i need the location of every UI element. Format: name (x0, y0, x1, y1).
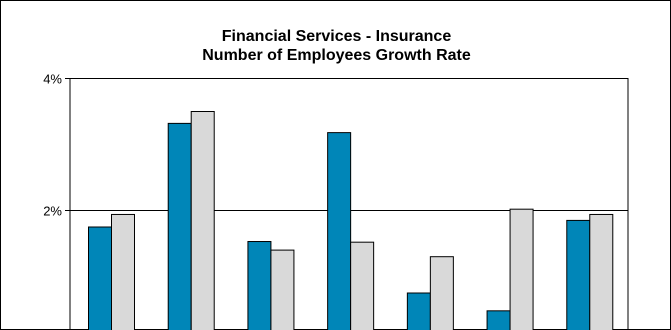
bar-series2-group4 (350, 241, 375, 330)
chart-title-line-1: Financial Services - Insurance (221, 28, 452, 45)
chart-title-line-2: Number of Employees Growth Rate (202, 47, 471, 64)
bar-series1-group3 (247, 241, 272, 330)
bar-series2-group7 (589, 213, 614, 330)
bar-series2-group2 (190, 111, 215, 330)
bar-series1-group1 (88, 226, 112, 330)
y-axis: 4% 2% (43, 72, 629, 330)
bar-series2-group5 (429, 256, 454, 330)
bar-series1-group2 (167, 122, 192, 330)
bar-series2-group1 (111, 213, 135, 330)
y-tick-label: 4% (43, 72, 62, 87)
bar-series1-group6 (486, 310, 511, 330)
bars (88, 111, 614, 330)
bar-series2-group6 (509, 208, 534, 330)
bar-series1-group4 (327, 132, 352, 330)
bar-series1-group7 (566, 219, 591, 330)
y-tick-label: 2% (43, 204, 62, 219)
bar-series1-group5 (406, 292, 431, 330)
bar-series2-group3 (270, 249, 295, 330)
